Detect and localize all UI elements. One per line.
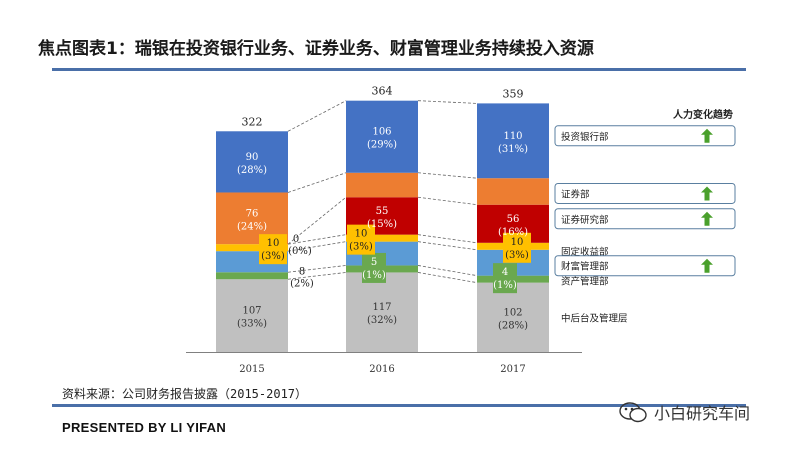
bar-segment <box>477 103 549 179</box>
bar-segment <box>477 282 549 352</box>
bar-segment <box>216 131 288 193</box>
bar-segment <box>216 272 288 280</box>
connector-line <box>417 172 478 179</box>
series-label: 投资银行部 <box>561 131 609 143</box>
data-label: 0 <box>293 234 299 245</box>
data-label-pct: (31%) <box>498 144 528 155</box>
data-label-pct: (3%) <box>261 251 285 262</box>
callout-box <box>259 234 287 265</box>
data-label: 10 <box>267 238 280 249</box>
bar-total: 364 <box>372 85 393 98</box>
data-label: 110 <box>503 131 522 142</box>
bar-segment <box>477 178 549 205</box>
watermark-text: 小白研究车间 <box>654 404 751 423</box>
up-arrow-icon <box>701 186 713 201</box>
bar-segment <box>216 244 288 252</box>
trend-box <box>554 182 736 204</box>
bar-total: 322 <box>242 115 263 128</box>
data-label-pct: (2%) <box>290 279 314 290</box>
data-label: 4 <box>502 267 508 278</box>
data-label: 106 <box>372 127 391 138</box>
connector-line <box>417 100 478 104</box>
data-label: 102 <box>503 307 522 318</box>
bar-segment <box>346 272 418 352</box>
watermark: 小白研究车间 <box>618 400 750 424</box>
connector-line <box>287 196 347 245</box>
data-label-pct: (3%) <box>349 242 373 253</box>
bar-segment <box>216 279 288 352</box>
data-label-pct: (0%) <box>288 246 312 257</box>
bottom-rule <box>52 404 746 407</box>
data-label: 117 <box>372 302 391 313</box>
callout-box <box>347 224 375 255</box>
presenter-credit: PRESENTED BY LI YIFAN <box>62 420 227 435</box>
connector-line <box>417 196 478 206</box>
data-label: 10 <box>355 229 368 240</box>
source-note: 资料来源：公司财务报告披露（2015-2017） <box>62 387 308 401</box>
series-label: 资产管理部 <box>561 276 609 288</box>
chart-title: 焦点图表1：瑞银在投资银行业务、证券业务、财富管理业务持续投入资源 <box>38 39 594 59</box>
bar-total: 359 <box>503 87 524 100</box>
data-label: 55 <box>376 206 389 217</box>
up-arrow-icon <box>701 128 713 143</box>
series-label: 证券部 <box>561 188 590 200</box>
callout-box <box>493 263 517 294</box>
trend-header: 人力变化趋势 <box>673 108 733 121</box>
connector-line <box>417 265 478 277</box>
data-label-pct: (16%) <box>498 227 528 238</box>
data-label-pct: (1%) <box>493 280 517 291</box>
up-arrow-icon <box>701 258 713 273</box>
wechat-icon <box>619 402 647 423</box>
data-label: 90 <box>246 152 259 163</box>
bar-segment <box>346 234 418 242</box>
bar-segment <box>346 172 418 198</box>
trend-box <box>554 125 736 147</box>
category-label: 2017 <box>500 364 525 375</box>
trend-box <box>554 255 736 277</box>
data-label: 10 <box>511 237 524 248</box>
series-label: 中后台及管理层 <box>561 312 628 324</box>
connector-line <box>287 172 347 193</box>
data-label: 56 <box>507 214 520 225</box>
up-arrow-icon <box>701 211 713 226</box>
data-label-pct: (24%) <box>237 221 267 232</box>
data-label-pct: (29%) <box>367 140 397 151</box>
trend-box <box>554 208 736 230</box>
connector-line <box>287 265 347 273</box>
connector-line <box>417 241 478 251</box>
callout-box <box>362 252 386 283</box>
connector-line <box>417 234 478 244</box>
category-label: 2015 <box>239 364 264 375</box>
data-label-pct: (32%) <box>367 315 397 326</box>
data-label: 76 <box>246 208 259 219</box>
series-label: 固定收益部 <box>561 246 609 258</box>
data-label: 107 <box>242 306 261 317</box>
category-label: 2016 <box>369 364 394 375</box>
data-label-pct: (15%) <box>367 219 397 230</box>
data-label-pct: (28%) <box>237 165 267 176</box>
data-label-pct: (28%) <box>498 320 528 331</box>
bar-segment <box>346 100 418 173</box>
series-label: 财富管理部 <box>561 261 609 273</box>
data-label-pct: (33%) <box>237 319 267 330</box>
series-label: 证券研究部 <box>561 214 609 226</box>
top-rule <box>52 68 746 71</box>
connector-line <box>287 100 347 132</box>
data-label: 5 <box>371 257 377 268</box>
data-label: 8 <box>299 267 305 278</box>
data-label-pct: (3%) <box>505 250 529 261</box>
callout-box <box>503 232 531 263</box>
data-label-pct: (1%) <box>362 270 386 281</box>
